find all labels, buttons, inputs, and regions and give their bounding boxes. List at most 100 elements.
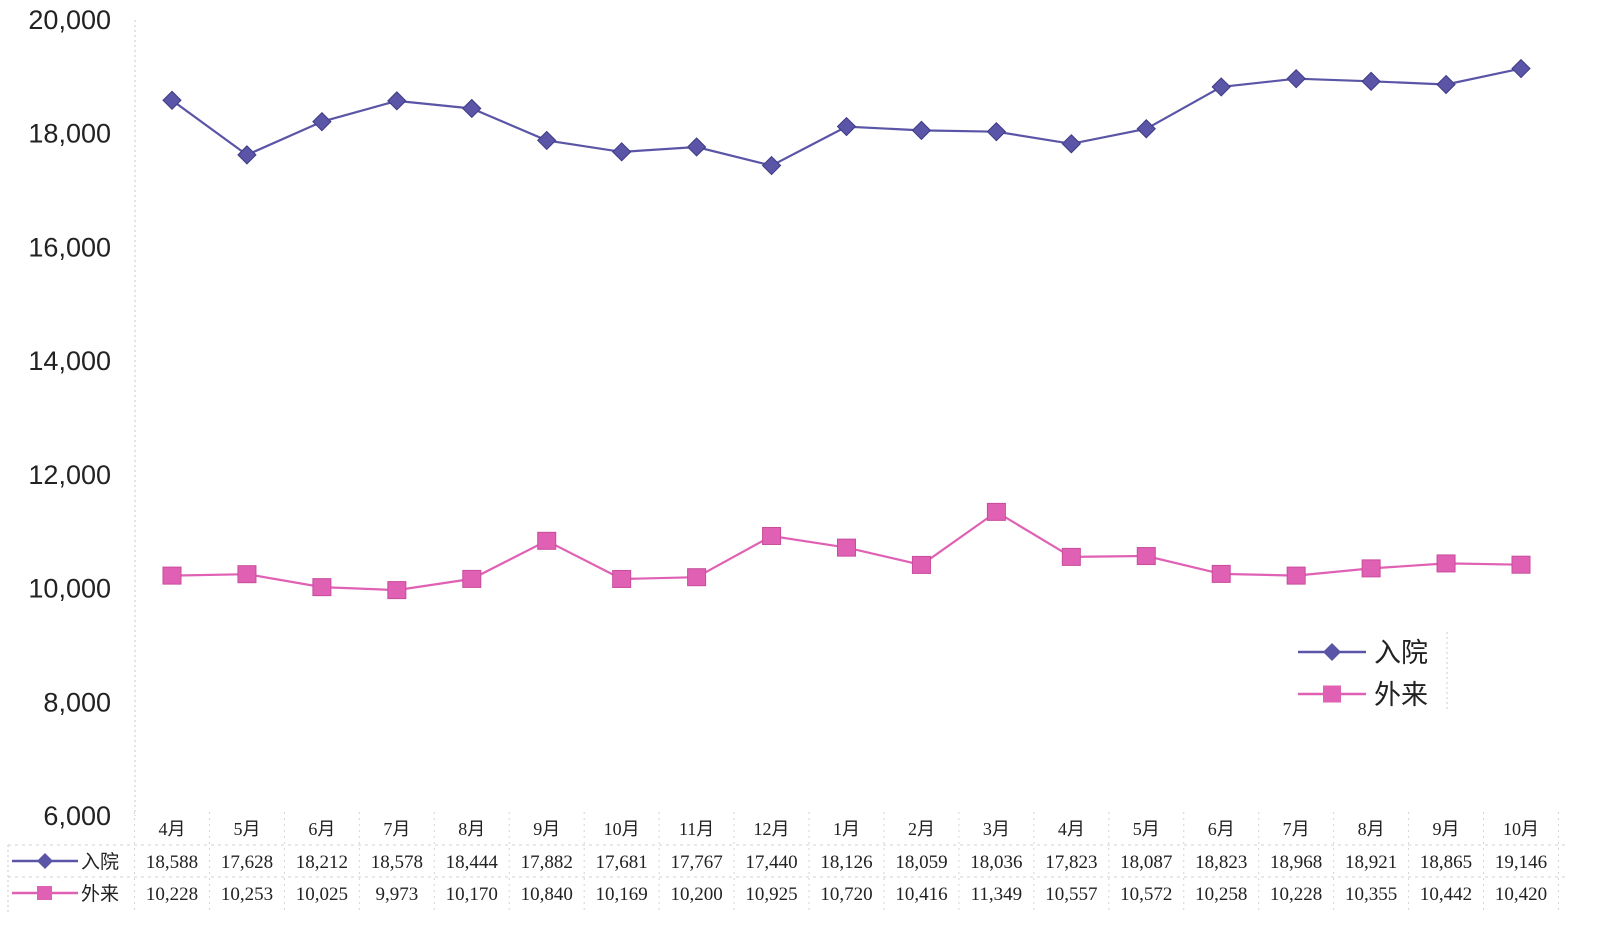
data-label: 18,087 (1120, 852, 1172, 873)
data-point (462, 569, 482, 588)
plot-area (162, 58, 1531, 600)
data-label: 17,681 (596, 852, 648, 873)
data-label: 18,578 (371, 852, 423, 873)
data-label: 10,557 (1045, 884, 1097, 905)
data-point (462, 98, 482, 119)
y-tick-label: 14,000 (28, 346, 111, 376)
data-label: 17,767 (670, 852, 722, 873)
data-point (611, 142, 632, 162)
y-tick-label: 16,000 (28, 232, 111, 262)
category-label: 12月 (754, 819, 790, 839)
data-point (1361, 71, 1381, 92)
category-label: 10月 (1503, 819, 1539, 839)
data-point (612, 569, 632, 588)
data-point (836, 116, 857, 137)
data-label: 18,126 (820, 852, 872, 873)
y-tick-label: 8,000 (43, 687, 111, 717)
data-label: 9,973 (375, 884, 418, 905)
data-point (1361, 559, 1381, 578)
category-label: 8月 (458, 819, 485, 839)
data-point (1511, 58, 1531, 79)
data-point (312, 111, 332, 132)
data-label: 10,442 (1420, 884, 1472, 905)
data-point (911, 120, 932, 141)
y-tick-label: 20,000 (28, 5, 111, 35)
data-label: 10,420 (1495, 884, 1547, 905)
data-label: 10,253 (221, 884, 273, 905)
data-label: 17,440 (745, 852, 797, 873)
data-point (1436, 74, 1456, 95)
data-point (986, 121, 1007, 142)
legend-label: 外来 (1374, 680, 1428, 711)
data-label: 10,355 (1345, 884, 1397, 905)
row-label: 外来 (81, 883, 119, 905)
data-label: 19,146 (1495, 852, 1547, 873)
row-key-marker (37, 853, 53, 869)
data-point (911, 555, 931, 574)
data-point (237, 145, 257, 165)
data-label: 10,720 (820, 884, 872, 905)
data-point (1061, 134, 1082, 154)
category-label: 3月 (983, 819, 1010, 839)
data-point (1286, 68, 1306, 89)
category-label: 4月 (1058, 819, 1085, 839)
legend-label: 入院 (1374, 638, 1428, 669)
y-tick-label: 18,000 (28, 119, 111, 149)
data-point (1436, 554, 1456, 573)
data-label: 10,228 (1270, 884, 1322, 905)
row-label: 入院 (81, 851, 119, 873)
data-point (761, 155, 782, 176)
data-label: 18,921 (1345, 852, 1397, 873)
data-label: 10,416 (895, 884, 947, 905)
data-label: 18,212 (296, 852, 348, 873)
data-point (162, 90, 182, 110)
data-label: 18,059 (895, 852, 947, 873)
category-label: 9月 (1433, 819, 1460, 839)
category-label: 10月 (604, 819, 640, 839)
data-point (762, 526, 782, 545)
category-label: 11月 (679, 819, 714, 839)
data-label: 10,169 (596, 884, 648, 905)
row-key-marker (37, 886, 52, 900)
category-label: 6月 (1208, 819, 1235, 839)
data-point (1511, 555, 1531, 574)
data-point (687, 568, 707, 587)
y-tick-label: 10,000 (28, 574, 111, 604)
data-table: 4月 5月 6月 7月 8月 9月 10月 11月 12月 1月 2月 3月 4月 5月 6月 7月 8月 9月 1… (7, 812, 1565, 912)
data-point (537, 531, 557, 550)
category-label: 9月 (533, 819, 560, 839)
data-label: 10,258 (1195, 884, 1247, 905)
data-label: 18,968 (1270, 852, 1322, 873)
data-label: 18,588 (146, 852, 198, 873)
data-label: 17,882 (521, 852, 573, 873)
data-point (312, 578, 332, 597)
y-tick-label: 12,000 (28, 460, 111, 490)
category-label: 8月 (1358, 819, 1385, 839)
data-label: 10,025 (296, 884, 348, 905)
data-label: 18,444 (446, 852, 499, 873)
data-point (986, 502, 1006, 521)
data-point (387, 91, 407, 111)
data-point (1061, 547, 1081, 566)
category-label: 7月 (1283, 819, 1310, 839)
data-label: 18,823 (1195, 852, 1247, 873)
data-label: 18,865 (1420, 852, 1472, 873)
data-label: 10,200 (670, 884, 722, 905)
data-point (1136, 119, 1156, 139)
category-label: 5月 (233, 819, 260, 839)
data-point (686, 137, 707, 157)
data-label: 17,628 (221, 852, 273, 873)
data-label: 17,823 (1045, 852, 1097, 873)
data-label: 11,349 (971, 884, 1023, 905)
data-point (1136, 547, 1156, 566)
data-label: 10,840 (521, 884, 573, 905)
data-label: 10,925 (745, 884, 797, 905)
category-label: 7月 (383, 819, 410, 839)
category-label: 2月 (908, 819, 935, 839)
legend-marker (1323, 685, 1341, 703)
data-label: 10,572 (1120, 884, 1172, 905)
data-point (1211, 77, 1231, 97)
data-point (387, 581, 407, 600)
